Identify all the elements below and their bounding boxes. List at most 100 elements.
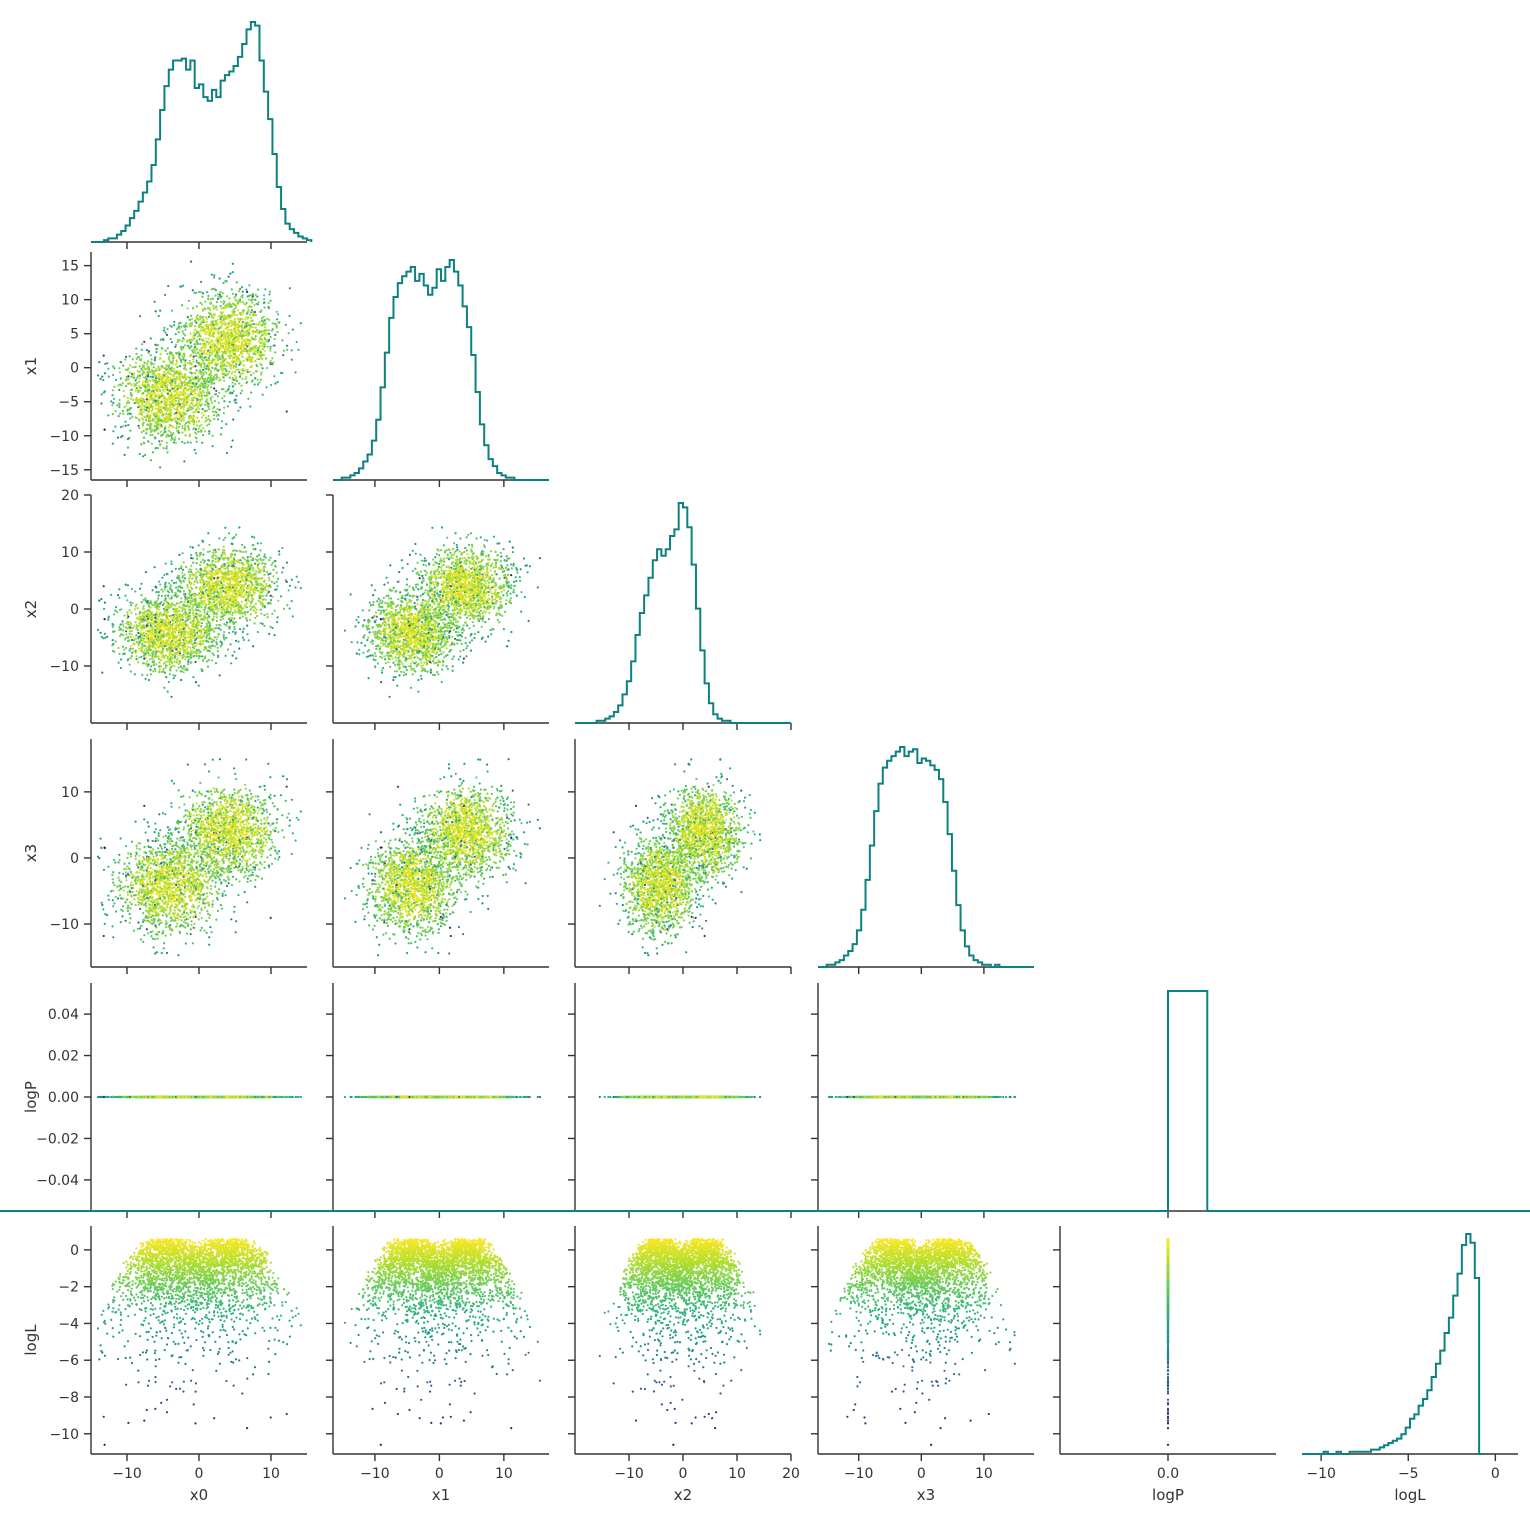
scatter-point	[213, 274, 215, 276]
scatter-point	[158, 368, 160, 370]
scatter-point	[223, 282, 225, 284]
scatter-point	[145, 429, 147, 431]
scatter-point	[120, 377, 122, 379]
scatter-point	[153, 418, 155, 420]
scatter-point	[206, 405, 208, 407]
scatter-point	[223, 407, 225, 409]
scatter-point	[176, 407, 178, 409]
scatter-point	[247, 335, 249, 337]
panel-x0-vs-x0	[91, 22, 311, 249]
scatter-point	[129, 430, 131, 432]
scatter-point	[143, 364, 145, 366]
scatter-point	[154, 429, 156, 431]
scatter-point	[218, 327, 220, 329]
scatter-point	[133, 385, 135, 387]
scatter-point	[219, 409, 221, 411]
scatter-point	[150, 361, 152, 363]
scatter-point	[157, 424, 159, 426]
scatter-point	[220, 291, 222, 293]
scatter-point	[204, 328, 206, 330]
scatter-point	[297, 349, 299, 351]
scatter-point	[145, 419, 147, 421]
scatter-point	[235, 395, 237, 397]
scatter-point	[257, 349, 259, 351]
scatter-point	[145, 388, 147, 390]
scatter-point	[264, 326, 266, 328]
scatter-point	[183, 411, 185, 413]
scatter-point	[247, 359, 249, 361]
scatter-point	[147, 365, 149, 367]
scatter-point	[138, 377, 140, 379]
scatter-point	[135, 362, 137, 364]
scatter-point	[206, 325, 208, 327]
scatter-point	[282, 354, 284, 356]
scatter-point	[237, 302, 239, 304]
scatter-point	[157, 383, 159, 385]
scatter-point	[269, 300, 271, 302]
scatter-point	[123, 395, 125, 397]
scatter-point	[200, 291, 202, 293]
scatter-point	[214, 400, 216, 402]
scatter-point	[191, 318, 193, 320]
y-tick-label: −10	[49, 659, 79, 675]
scatter-point	[165, 373, 167, 375]
scatter-point	[261, 319, 263, 321]
scatter-point	[207, 295, 209, 297]
scatter-point	[234, 361, 236, 363]
scatter-point	[246, 291, 248, 293]
scatter-point	[154, 301, 156, 303]
scatter-point	[220, 321, 222, 323]
scatter-point	[211, 367, 213, 369]
scatter-point	[167, 375, 169, 377]
scatter-point	[210, 399, 212, 401]
scatter-point	[177, 373, 179, 375]
scatter-point	[225, 343, 227, 345]
scatter-point	[187, 307, 189, 309]
scatter-point	[270, 384, 272, 386]
scatter-point	[159, 358, 161, 360]
scatter-point	[289, 315, 291, 317]
scatter-point	[183, 398, 185, 400]
scatter-point	[198, 380, 200, 382]
scatter-point	[130, 389, 132, 391]
scatter-point	[171, 397, 173, 399]
scatter-point	[240, 296, 242, 298]
scatter-point	[122, 413, 124, 415]
scatter-point	[232, 439, 234, 441]
scatter-point	[208, 432, 210, 434]
scatter-point	[190, 261, 192, 263]
scatter-point	[154, 420, 156, 422]
scatter-point	[187, 382, 189, 384]
scatter-point	[154, 415, 156, 417]
scatter-point	[202, 414, 204, 416]
scatter-point	[192, 358, 194, 360]
scatter-point	[208, 359, 210, 361]
scatter-point	[250, 392, 252, 394]
scatter-point	[176, 371, 178, 373]
scatter-point	[205, 359, 207, 361]
scatter-point	[227, 405, 229, 407]
scatter-point	[112, 430, 114, 432]
scatter-point	[135, 417, 137, 419]
scatter-point	[177, 388, 179, 390]
scatter-point	[164, 398, 166, 400]
scatter-point	[274, 323, 276, 325]
scatter-point	[255, 347, 257, 349]
scatter-point	[168, 358, 170, 360]
scatter-point	[201, 373, 203, 375]
scatter-point	[205, 321, 207, 323]
scatter-point	[181, 304, 183, 306]
scatter-point	[124, 406, 126, 408]
scatter-point	[229, 357, 231, 359]
scatter-point	[220, 301, 222, 303]
scatter-point	[217, 342, 219, 344]
scatter-point	[239, 406, 241, 408]
scatter-point	[210, 377, 212, 379]
scatter-point	[204, 301, 206, 303]
scatter-point	[182, 358, 184, 360]
scatter-point	[151, 397, 153, 399]
scatter-point	[202, 358, 204, 360]
scatter-point	[225, 317, 227, 319]
scatter-point	[193, 356, 195, 358]
scatter-point	[186, 377, 188, 379]
